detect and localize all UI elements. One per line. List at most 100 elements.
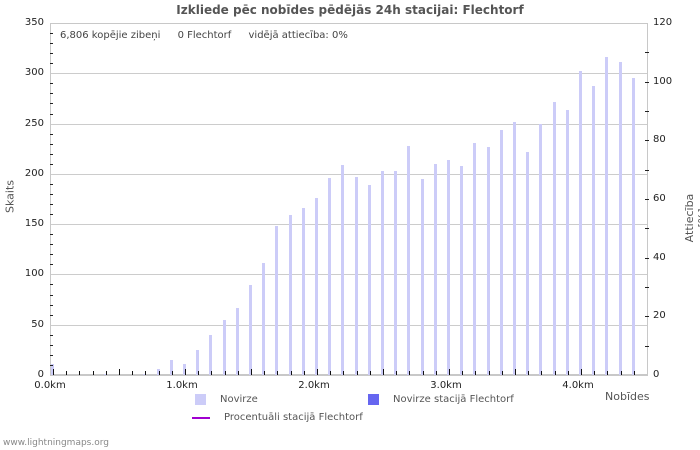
y-tick-label: 300 bbox=[4, 67, 44, 78]
x-tick-mark bbox=[304, 371, 305, 375]
y-minor-tick bbox=[50, 164, 53, 165]
total-strikes: 6,806 kopējie zibeņi bbox=[60, 30, 160, 41]
bar-novirze bbox=[249, 285, 252, 375]
x-tick-label: 1.0km bbox=[166, 380, 197, 391]
x-tick-mark bbox=[251, 369, 252, 375]
x-tick-mark bbox=[106, 371, 107, 375]
bar-novirze bbox=[407, 146, 410, 375]
x-tick-mark bbox=[211, 371, 212, 375]
bar-novirze bbox=[236, 308, 239, 375]
x-tick-mark bbox=[185, 369, 186, 375]
x-tick-mark bbox=[79, 371, 80, 375]
legend-label: Novirze bbox=[220, 394, 258, 405]
bar-novirze bbox=[328, 178, 331, 375]
x-tick-mark bbox=[594, 371, 595, 375]
x-tick-label: 0.0km bbox=[34, 380, 65, 391]
y-minor-tick bbox=[50, 63, 53, 64]
x-tick-mark bbox=[515, 369, 516, 375]
y-minor-tick bbox=[50, 365, 53, 366]
x-tick-mark bbox=[396, 371, 397, 375]
bar-novirze bbox=[592, 86, 595, 375]
y-minor-tick bbox=[50, 144, 53, 145]
x-tick-label: 3.0km bbox=[430, 380, 461, 391]
y2-tick-label: 20 bbox=[653, 310, 666, 321]
y-minor-tick bbox=[50, 315, 53, 316]
bar-novirze bbox=[605, 57, 608, 375]
bar-novirze bbox=[553, 102, 556, 375]
y-axis-left bbox=[50, 23, 51, 375]
x-tick-mark bbox=[568, 371, 569, 375]
bar-novirze bbox=[341, 165, 344, 375]
y2-tick bbox=[645, 228, 649, 229]
bar-novirze bbox=[289, 215, 292, 375]
y-minor-tick bbox=[50, 295, 53, 296]
y2-tick bbox=[645, 52, 649, 53]
stats-line: 6,806 kopējie zibeņi 0 Flechtorf vidējā … bbox=[60, 30, 362, 41]
y-tick-label: 0 bbox=[4, 369, 44, 380]
chart-title: Izkliede pēc nobīdes pēdējās 24h stacija… bbox=[0, 3, 700, 17]
y2-tick bbox=[645, 316, 649, 317]
x-tick-mark bbox=[264, 371, 265, 375]
x-tick-mark bbox=[277, 371, 278, 375]
x-tick-mark bbox=[330, 371, 331, 375]
bar-novirze bbox=[315, 198, 318, 375]
y2-tick bbox=[645, 258, 649, 259]
x-tick-mark bbox=[436, 371, 437, 375]
x-tick-mark bbox=[357, 371, 358, 375]
x-tick-mark bbox=[370, 371, 371, 375]
y-minor-tick bbox=[50, 43, 53, 44]
y-minor-tick bbox=[50, 335, 53, 336]
x-tick-mark bbox=[317, 369, 318, 375]
y2-tick-label: 100 bbox=[653, 76, 672, 87]
x-tick-mark bbox=[423, 371, 424, 375]
x-tick-label: 4.0km bbox=[562, 380, 593, 391]
legend-percent: Procentuāli stacijā Flechtorf bbox=[192, 412, 363, 423]
x-tick-mark bbox=[343, 371, 344, 375]
y2-tick-label: 0 bbox=[653, 369, 659, 380]
bar-novirze bbox=[473, 143, 476, 375]
y-minor-tick bbox=[50, 93, 53, 94]
bar-novirze bbox=[539, 124, 542, 375]
x-tick-mark bbox=[159, 371, 160, 375]
bar-novirze bbox=[447, 160, 450, 375]
legend-station: Novirze stacijā Flechtorf bbox=[368, 394, 514, 405]
bar-novirze bbox=[394, 171, 397, 375]
y-minor-tick bbox=[50, 53, 53, 54]
y-tick-label: 350 bbox=[4, 17, 44, 28]
x-tick-mark bbox=[225, 371, 226, 375]
y-minor-tick bbox=[50, 184, 53, 185]
y-minor-tick bbox=[50, 345, 53, 346]
x-tick-mark bbox=[409, 371, 410, 375]
y-minor-tick bbox=[50, 114, 53, 115]
x-tick-mark bbox=[93, 371, 94, 375]
x-tick-mark bbox=[172, 371, 173, 375]
y-minor-tick bbox=[50, 83, 53, 84]
bar-novirze bbox=[526, 152, 529, 375]
y2-tick-label: 40 bbox=[653, 252, 666, 263]
y-minor-tick bbox=[50, 103, 53, 104]
y-minor-tick bbox=[50, 134, 53, 135]
bar-novirze bbox=[302, 208, 305, 375]
y2-tick bbox=[645, 287, 649, 288]
y2-tick bbox=[645, 346, 649, 347]
y-minor-tick bbox=[50, 214, 53, 215]
x-tick-mark bbox=[621, 371, 622, 375]
legend-swatch-icon bbox=[368, 394, 379, 405]
x-tick-mark bbox=[383, 369, 384, 375]
y2-tick bbox=[645, 170, 649, 171]
bar-novirze bbox=[368, 185, 371, 375]
average-ratio: vidējā attiecība: 0% bbox=[249, 30, 348, 41]
y-minor-tick bbox=[50, 244, 53, 245]
legend-label: Procentuāli stacijā Flechtorf bbox=[224, 412, 363, 423]
legend-swatch-icon bbox=[195, 394, 206, 405]
y-minor-tick bbox=[50, 194, 53, 195]
x-tick-mark bbox=[132, 371, 133, 375]
legend-novirze: Novirze bbox=[195, 394, 258, 405]
x-tick-mark bbox=[528, 371, 529, 375]
bar-novirze bbox=[434, 164, 437, 375]
bar-novirze bbox=[487, 147, 490, 375]
x-tick-mark bbox=[291, 371, 292, 375]
y-axis-right-label: Attiecība [%] bbox=[683, 183, 700, 253]
bar-novirze bbox=[500, 130, 503, 375]
y-minor-tick bbox=[50, 254, 53, 255]
